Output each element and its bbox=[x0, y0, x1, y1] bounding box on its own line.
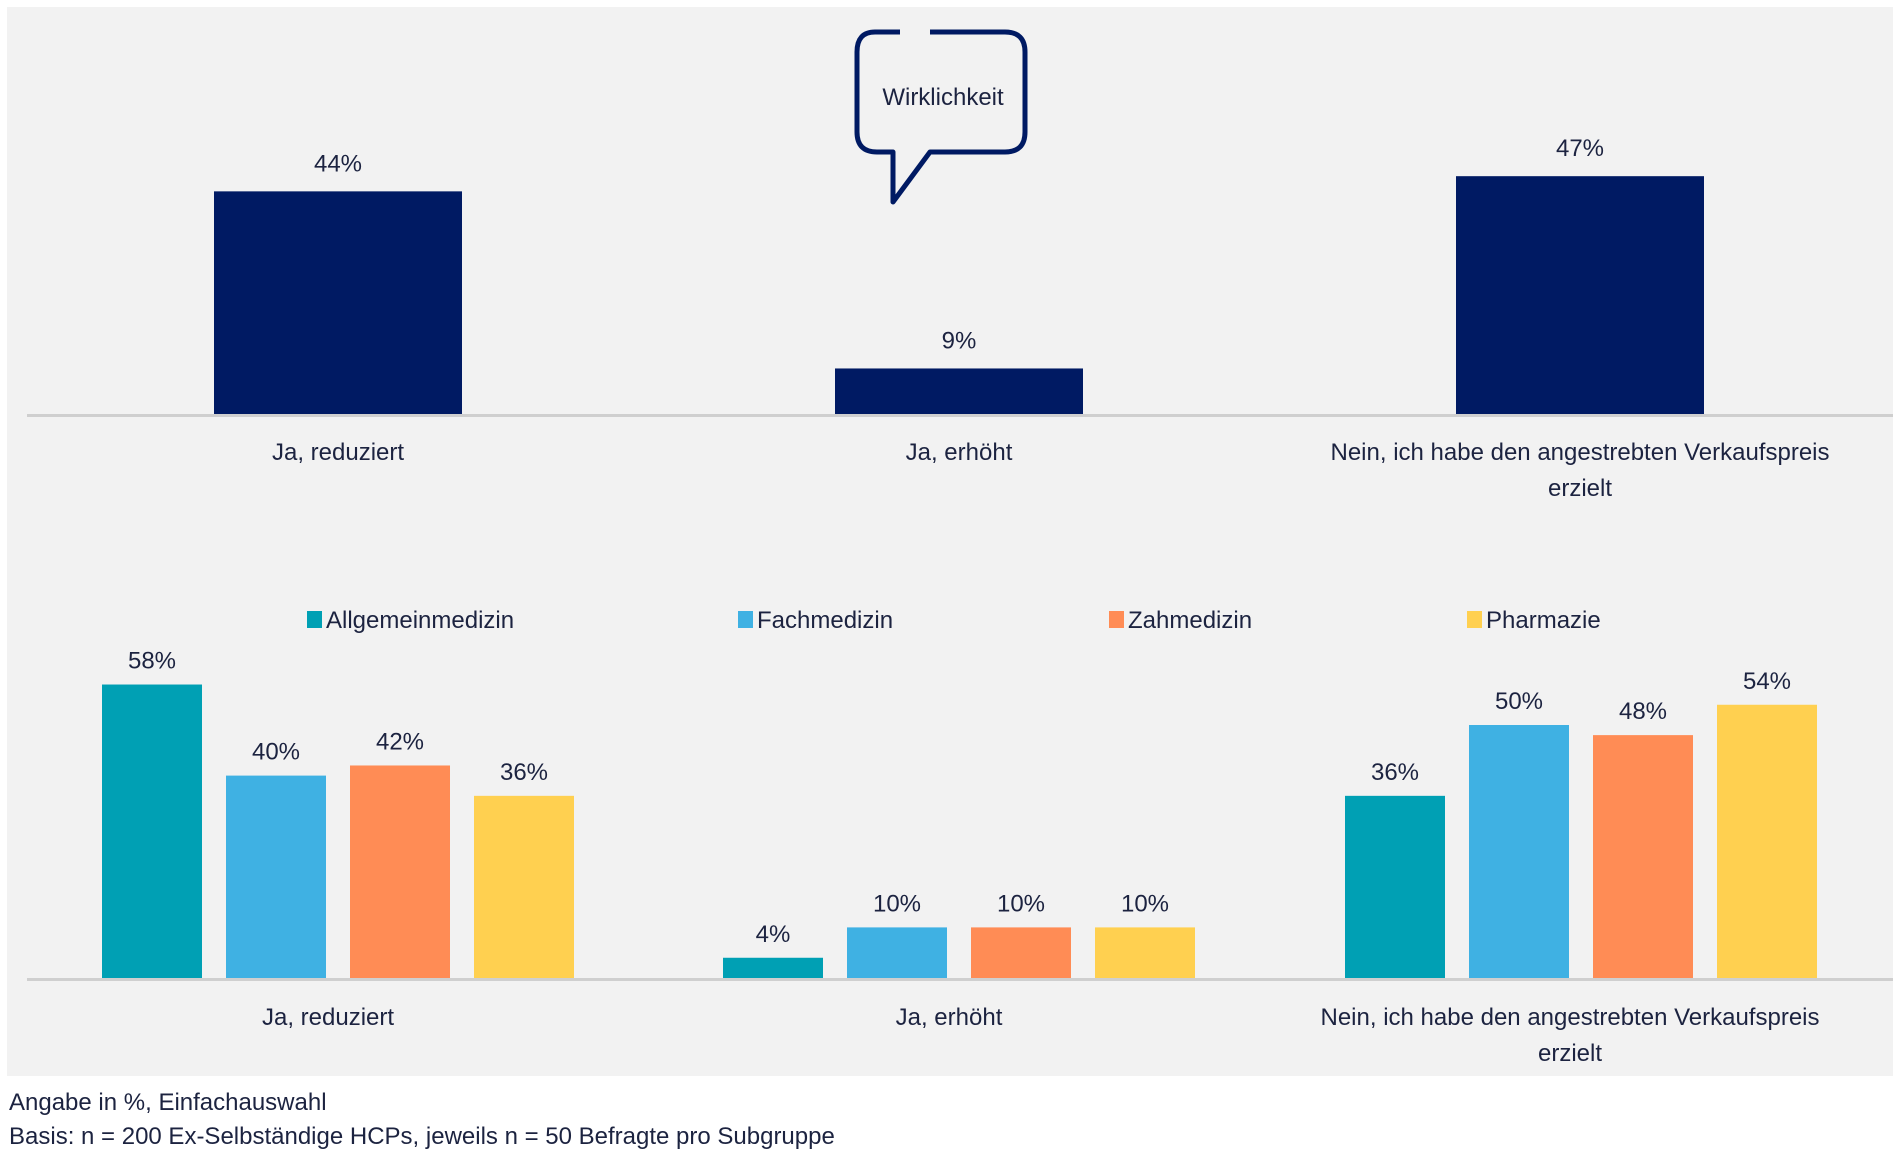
legend-swatch bbox=[738, 611, 753, 628]
data-label: 4% bbox=[756, 921, 791, 948]
data-label: 36% bbox=[500, 759, 548, 786]
bottom-chart: 58% 40% 42% 36% Ja, reduziert 4% 10% 10% 10% Ja, … bbox=[27, 648, 1893, 1067]
bar-allgemeinmedizin bbox=[723, 957, 823, 978]
bar-allgemeinmedizin bbox=[102, 684, 202, 978]
legend-swatch bbox=[1467, 611, 1482, 628]
data-label: 58% bbox=[128, 648, 176, 675]
bar-zahmedizin bbox=[1593, 735, 1693, 978]
speech-bubble: Wirklichkeit bbox=[854, 29, 1028, 205]
legend-swatch bbox=[307, 611, 322, 628]
category-label: Ja, reduziert bbox=[262, 1004, 394, 1031]
bar-fachmedizin bbox=[1469, 725, 1569, 978]
legend-label: Zahmedizin bbox=[1128, 607, 1252, 634]
data-label: 40% bbox=[252, 739, 300, 766]
bar-pharmazie bbox=[1095, 927, 1195, 978]
bar-pharmazie bbox=[474, 795, 574, 978]
data-label: 44% bbox=[314, 150, 362, 177]
legend-label: Allgemeinmedizin bbox=[326, 607, 514, 634]
data-label: 48% bbox=[1619, 698, 1667, 725]
legend-label: Pharmazie bbox=[1486, 607, 1601, 634]
data-label: 9% bbox=[942, 327, 977, 354]
category-label: Nein, ich habe den angestrebten Verkaufs… bbox=[1331, 439, 1830, 502]
footnote-method: Angabe in %, Einfachauswahl bbox=[9, 1089, 327, 1116]
legend: Allgemeinmedizin Fachmedizin Zahmedizin Pha… bbox=[307, 607, 1601, 634]
category-label: Ja, erhöht bbox=[906, 439, 1013, 466]
data-label: 36% bbox=[1371, 759, 1419, 786]
legend-swatch bbox=[1109, 611, 1124, 628]
bar-pharmazie bbox=[1717, 704, 1817, 978]
bar-fachmedizin bbox=[847, 927, 947, 978]
bar-fachmedizin bbox=[226, 775, 326, 978]
category-label: Nein, ich habe den angestrebten Verkaufs… bbox=[1321, 1004, 1820, 1067]
data-label: 42% bbox=[376, 728, 424, 755]
top-chart: 44% Ja, reduziert 9% Ja, erhöht 47% Nein, ich… bbox=[27, 135, 1893, 502]
category-label: Ja, reduziert bbox=[272, 439, 404, 466]
bar-allgemeinmedizin bbox=[1345, 795, 1445, 978]
bar bbox=[1456, 176, 1704, 414]
data-label: 10% bbox=[873, 890, 921, 917]
bar-zahmedizin bbox=[350, 765, 450, 978]
category-label: Ja, erhöht bbox=[896, 1004, 1003, 1031]
data-label: 47% bbox=[1556, 135, 1604, 162]
bar bbox=[835, 368, 1083, 414]
footnote-basis: Basis: n = 200 Ex-Selbständige HCPs, jew… bbox=[9, 1123, 835, 1150]
data-label: 10% bbox=[997, 890, 1045, 917]
data-label: 10% bbox=[1121, 890, 1169, 917]
speech-bubble-text: Wirklichkeit bbox=[882, 84, 1004, 111]
bar bbox=[214, 191, 462, 414]
data-label: 54% bbox=[1743, 668, 1791, 695]
bar-zahmedizin bbox=[971, 927, 1071, 978]
legend-label: Fachmedizin bbox=[757, 607, 893, 634]
data-label: 50% bbox=[1495, 688, 1543, 715]
